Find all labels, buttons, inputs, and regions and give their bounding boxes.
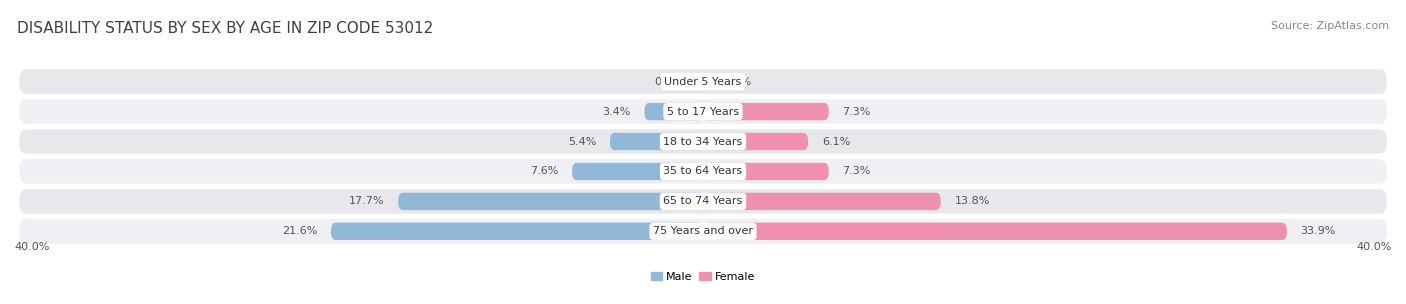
Text: 40.0%: 40.0% [14,242,49,252]
Text: 7.3%: 7.3% [842,167,870,176]
FancyBboxPatch shape [330,223,703,240]
Text: Source: ZipAtlas.com: Source: ZipAtlas.com [1271,21,1389,31]
FancyBboxPatch shape [20,99,1386,124]
FancyBboxPatch shape [20,69,1386,94]
Text: 40.0%: 40.0% [1357,242,1392,252]
Legend: Male, Female: Male, Female [647,268,759,287]
Text: DISABILITY STATUS BY SEX BY AGE IN ZIP CODE 53012: DISABILITY STATUS BY SEX BY AGE IN ZIP C… [17,21,433,36]
FancyBboxPatch shape [703,193,941,210]
FancyBboxPatch shape [20,189,1386,214]
Text: 7.6%: 7.6% [530,167,558,176]
FancyBboxPatch shape [703,223,1286,240]
FancyBboxPatch shape [20,129,1386,154]
Text: 5 to 17 Years: 5 to 17 Years [666,107,740,117]
Text: 6.1%: 6.1% [823,136,851,147]
Text: 13.8%: 13.8% [955,196,990,206]
Text: 3.4%: 3.4% [602,107,631,117]
FancyBboxPatch shape [572,163,703,180]
Text: 18 to 34 Years: 18 to 34 Years [664,136,742,147]
Text: 35 to 64 Years: 35 to 64 Years [664,167,742,176]
Text: 0.0%: 0.0% [654,77,682,87]
FancyBboxPatch shape [20,159,1386,184]
FancyBboxPatch shape [703,133,808,150]
FancyBboxPatch shape [398,193,703,210]
Text: 21.6%: 21.6% [281,226,318,236]
Text: 17.7%: 17.7% [349,196,384,206]
FancyBboxPatch shape [20,219,1386,244]
Text: 33.9%: 33.9% [1301,226,1336,236]
FancyBboxPatch shape [644,103,703,120]
Text: 5.4%: 5.4% [568,136,596,147]
FancyBboxPatch shape [610,133,703,150]
FancyBboxPatch shape [703,103,828,120]
Text: 65 to 74 Years: 65 to 74 Years [664,196,742,206]
Text: Under 5 Years: Under 5 Years [665,77,741,87]
Text: 75 Years and over: 75 Years and over [652,226,754,236]
Text: 0.0%: 0.0% [724,77,752,87]
Text: 7.3%: 7.3% [842,107,870,117]
FancyBboxPatch shape [703,163,828,180]
